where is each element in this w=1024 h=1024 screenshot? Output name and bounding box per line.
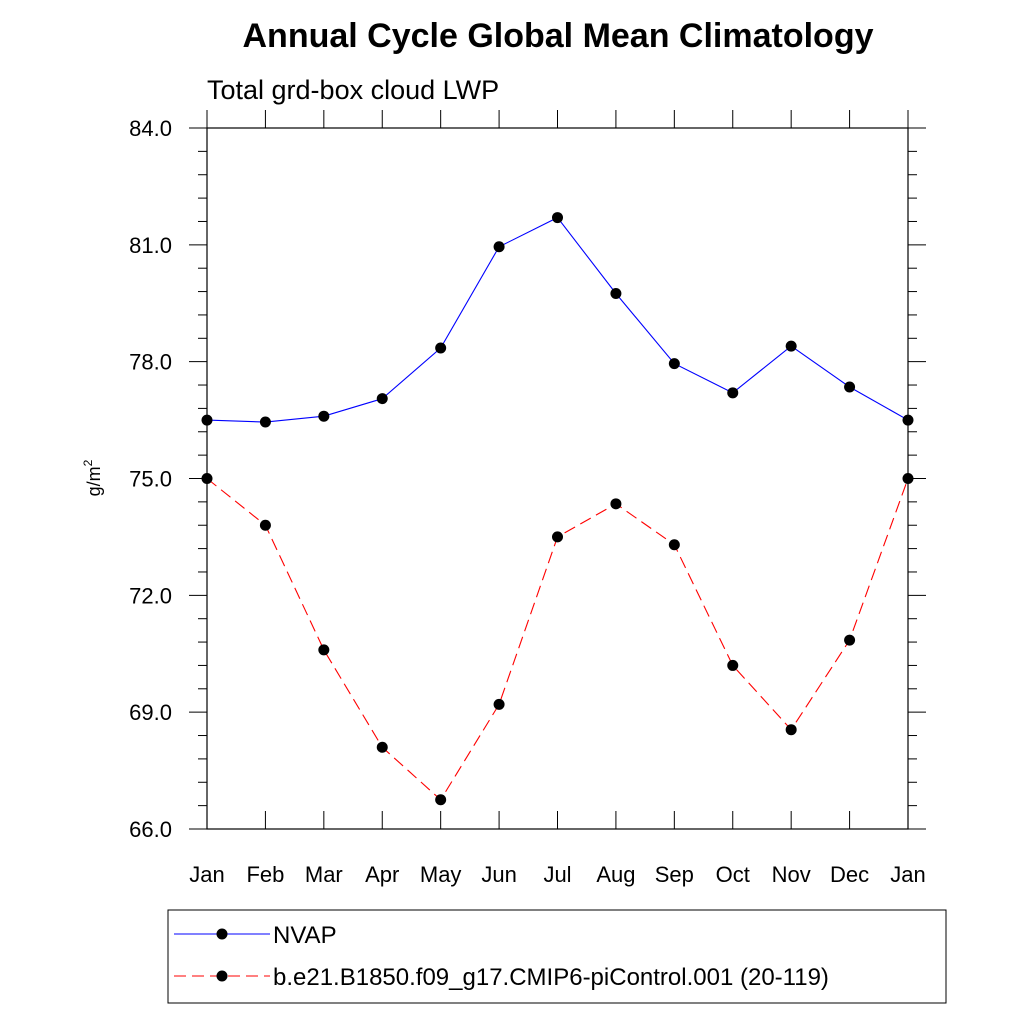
x-tick-label: Dec [830,862,869,887]
series-2-point [376,741,388,753]
series-line-2 [206,478,909,801]
series-1-point [376,393,388,405]
x-tick-label: Jan [189,862,224,887]
y-tick-label: 75.0 [129,467,172,492]
series-2-point [785,724,797,736]
legend-swatch-marker-2 [216,970,228,982]
x-tick-label: Apr [365,862,399,887]
x-tick-label: Sep [655,862,694,887]
series-layer [201,212,914,806]
series-1-point [435,342,447,354]
chart-subtitle: Total grd-box cloud LWP [207,75,499,105]
x-tick-label: May [420,862,462,887]
series-line-1 [206,216,909,423]
x-tick-label: Jun [481,862,516,887]
legend-swatch-marker-1 [216,928,228,940]
y-axis-label: g/m2 [81,459,104,496]
minor-ticks [198,150,917,807]
y-tick-labels: 66.0 69.0 72.0 75.0 78.0 81.0 84.0 [129,116,172,842]
plot-area [189,110,926,830]
series-1-point [201,414,213,426]
series-2-point [493,698,505,710]
series-1-point [844,381,856,393]
y-tick-label: 84.0 [129,116,172,141]
series-2-point [902,473,914,484]
series-2-point [610,498,622,510]
legend-label-2: b.e21.B1850.f09_g17.CMIP6-piControl.001 … [273,964,829,991]
legend-label-1: NVAP [273,922,337,949]
series-1-point [493,241,505,253]
y-tick-label: 66.0 [129,817,172,842]
x-tick-label: Feb [246,862,284,887]
series-2-point [668,539,680,551]
y-axis-label-superscript: 2 [81,459,95,466]
x-tick-label: Oct [716,862,750,887]
y-tick-label: 69.0 [129,700,172,725]
y-tick-label: 81.0 [129,233,172,258]
x-tick-label: Aug [596,862,635,887]
y-axis-label-base: g/m [84,466,104,496]
series-1-point [552,212,563,224]
plot-frame [206,127,909,830]
legend-items: NVAP b.e21.B1850.f09_g17.CMIP6-piControl.… [174,922,829,991]
series-1-point [610,288,622,300]
y-tick-label: 72.0 [129,583,172,608]
y-tick-label: 78.0 [129,350,172,375]
series-2-point [552,531,563,543]
x-tick-label: Mar [305,862,343,887]
series-2-point [201,473,213,484]
series-2-point [435,794,447,806]
series-1-point [668,358,680,370]
series-2-point [259,519,271,531]
chart-title: Annual Cycle Global Mean Climatology [243,17,874,55]
series-1-point [727,387,739,399]
series-1-point [259,416,271,428]
legend-box [167,909,947,1004]
series-2-point [727,659,739,671]
series-2-point [844,634,856,646]
series-1-point [318,410,330,422]
x-tick-label: Jul [543,862,571,887]
x-tick-label: Jan [890,862,925,887]
x-tick-label: Nov [772,862,811,887]
major-ticks [189,110,926,830]
x-tick-labels: Jan Feb Mar Apr May Jun Jul Aug Sep Oct Nov Dec Jan [189,862,925,887]
series-2-point [318,644,330,656]
legend: NVAP b.e21.B1850.f09_g17.CMIP6-piControl.… [167,909,947,1004]
series-1-point [902,414,914,426]
series-1-point [785,340,797,352]
